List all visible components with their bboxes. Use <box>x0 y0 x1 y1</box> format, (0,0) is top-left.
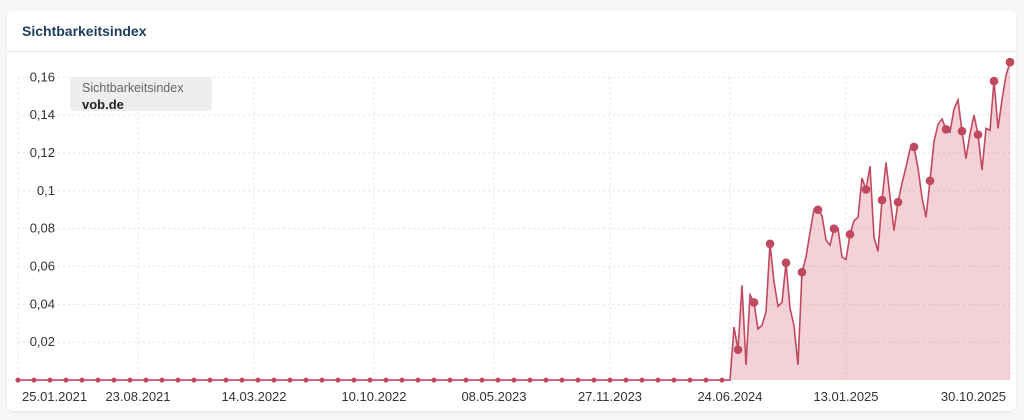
svg-text:27.11.2023: 27.11.2023 <box>578 389 642 404</box>
svg-text:0,12: 0,12 <box>30 145 55 160</box>
svg-text:0,1: 0,1 <box>37 183 55 198</box>
svg-text:0,14: 0,14 <box>30 107 55 122</box>
svg-text:0,02: 0,02 <box>30 334 55 349</box>
svg-text:25.01.2021: 25.01.2021 <box>22 389 87 404</box>
svg-text:0,08: 0,08 <box>30 221 55 236</box>
svg-text:30.10.2025: 30.10.2025 <box>941 389 1006 404</box>
svg-text:08.05.2023: 08.05.2023 <box>461 389 526 404</box>
svg-text:0,06: 0,06 <box>30 259 55 274</box>
svg-text:13.01.2025: 13.01.2025 <box>813 389 878 404</box>
svg-text:0,04: 0,04 <box>30 296 55 311</box>
svg-text:23.08.2021: 23.08.2021 <box>105 389 170 404</box>
svg-text:24.06.2024: 24.06.2024 <box>697 389 762 404</box>
svg-text:10.10.2022: 10.10.2022 <box>341 389 406 404</box>
svg-text:0,16: 0,16 <box>30 69 55 84</box>
svg-text:14.03.2022: 14.03.2022 <box>221 389 286 404</box>
